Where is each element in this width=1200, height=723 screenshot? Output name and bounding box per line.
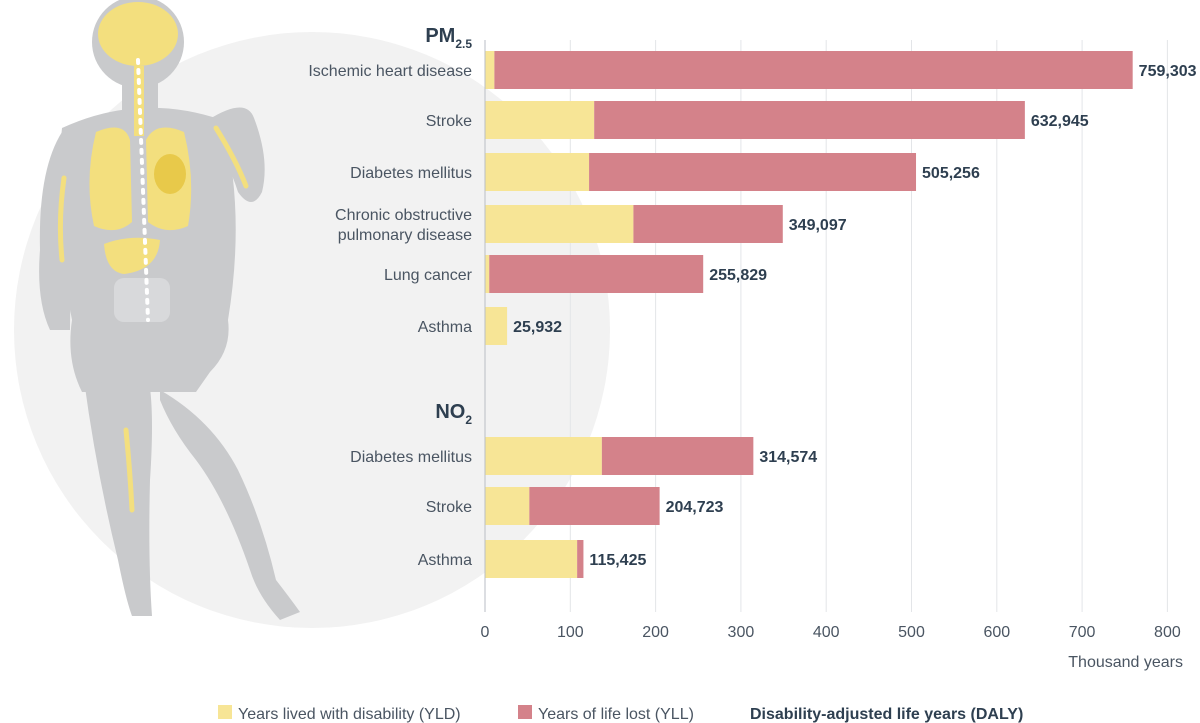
category-label: Diabetes mellitus [350,449,472,466]
lung-icon [89,127,132,231]
category-label: Ischemic heart disease [308,63,472,80]
category-label: Lung cancer [384,267,473,284]
category-label: Diabetes mellitus [350,165,472,182]
bar-total-label: 632,945 [1031,113,1089,130]
legend-label-yll: Years of life lost (YLL) [538,706,694,723]
x-tick-label: 100 [557,624,584,641]
bar-total-label: 204,723 [666,499,724,516]
heart-icon [154,154,186,194]
bar-total-label: 505,256 [922,165,980,182]
bar-total-label: 349,097 [789,217,847,234]
group-title: NO2 [435,401,472,427]
bars [485,51,1133,578]
x-tick-label: 500 [898,624,925,641]
bar-segment-yld [485,51,495,89]
x-axis-label: Thousand years [1068,654,1183,671]
bar-segment-yld [485,101,595,139]
x-tick-label: 200 [642,624,669,641]
bar-segment-yld [485,205,634,243]
bar-segment-yll [577,540,584,578]
x-tick-label: 800 [1154,624,1181,641]
category-label: Asthma [418,319,472,336]
bar-segment-yll [489,255,704,293]
legend-swatch-yll [518,705,532,719]
bar-segment-yld [485,437,602,475]
category-label: Stroke [426,113,472,130]
bar-segment-yll [594,101,1025,139]
bar-total-label: 115,425 [589,552,646,569]
category-label: Chronic obstructive [335,207,472,224]
bar-segment-yll [529,487,660,525]
bar-segment-yld [485,153,590,191]
legend-label-yld: Years lived with disability (YLD) [238,706,461,723]
group-title: PM2.5 [425,25,472,51]
human-body-illustration [14,0,610,628]
bar-total-label: 759,303 [1139,63,1197,80]
bar-total-label: 25,932 [513,319,562,336]
category-labels: PM2.5 759,303 Ischemic heart disease 632,94… [308,25,1196,569]
bar-segment-yld [485,307,508,345]
bar-segment-yld [485,255,490,293]
bar-total-label: 314,574 [759,449,817,466]
x-tick-label: 700 [1069,624,1096,641]
x-tick-label: 400 [813,624,840,641]
legend-label-daly: Disability-adjusted life years (DALY) [750,706,1023,723]
category-label: pulmonary disease [338,227,472,244]
legend-swatch-yld [218,705,232,719]
category-label: Asthma [418,552,472,569]
liver-icon [104,237,160,274]
bar-segment-yll [633,205,783,243]
x-tick-label: 600 [983,624,1010,641]
bar-segment-yld [485,540,578,578]
bar-total-label: 255,829 [709,267,767,284]
bar-segment-yll [589,153,917,191]
bar-segment-yll [494,51,1133,89]
brain-icon [98,2,178,66]
legend: Years lived with disability (YLD) Years … [218,705,1023,723]
category-label: Stroke [426,499,472,516]
x-tick-label: 300 [728,624,755,641]
x-axis: 0 100 200 300 400 500 600 700 800 [481,40,1181,641]
x-tick-label: 0 [481,624,490,641]
bar-segment-yld [485,487,530,525]
bar-segment-yll [601,437,754,475]
